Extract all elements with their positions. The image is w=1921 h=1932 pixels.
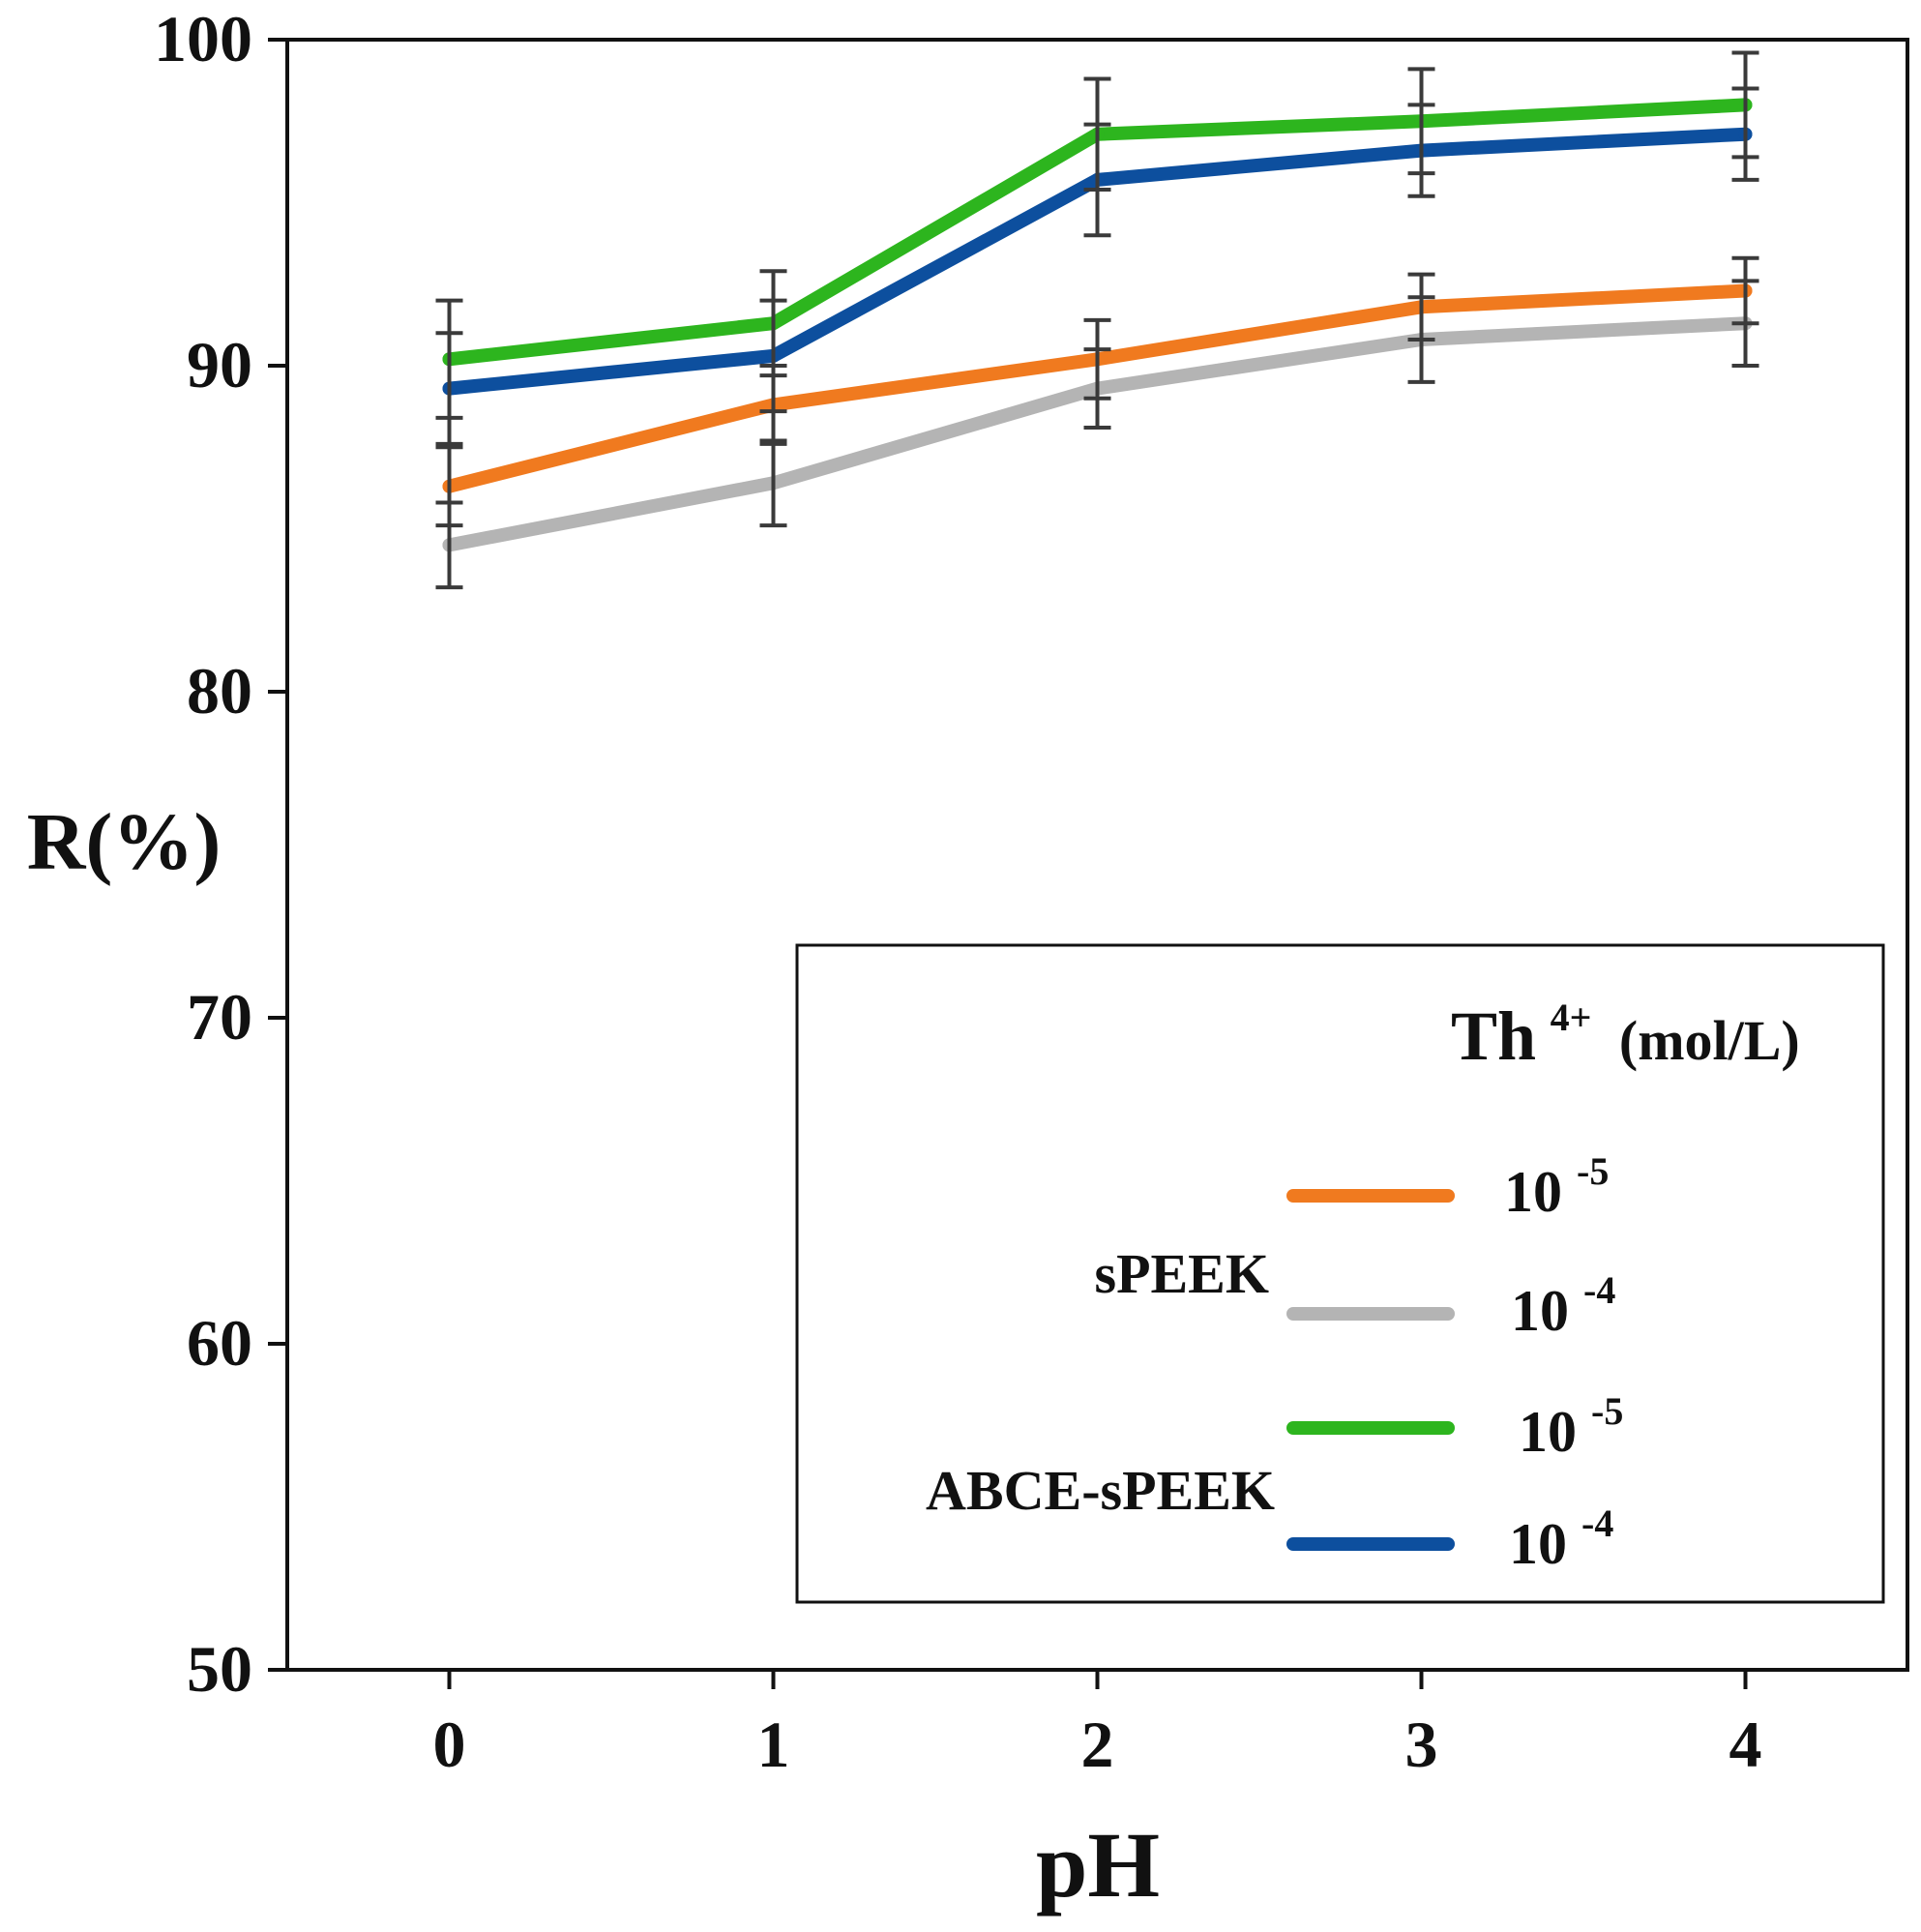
- legend-title: Th 4+ (mol/L): [1451, 980, 1800, 1075]
- y-tick-label-80: 80: [187, 654, 252, 728]
- legend-swatches: [1286, 1189, 1455, 1551]
- y-axis: 50 60 70 80 90 100: [154, 2, 287, 1706]
- legend-frame: [795, 943, 1885, 1604]
- legend-title-superscript: 4+: [1551, 996, 1592, 1039]
- legend-value-2-base: 10: [1519, 1400, 1577, 1464]
- legend-title-element: Th: [1451, 997, 1536, 1075]
- error-bar-s1-p0: [435, 500, 463, 590]
- legend-value-1-base: 10: [1511, 1279, 1569, 1343]
- legend-value-0: 10 -5: [1504, 1149, 1609, 1224]
- legend-value-3-base: 10: [1509, 1512, 1567, 1576]
- legend: Th 4+ (mol/L) sPEEK ABCE-sPEEK 10 -5 10 …: [795, 943, 1885, 1604]
- y-tick-label-50: 50: [187, 1632, 252, 1706]
- x-tick-label-2: 2: [1081, 1708, 1114, 1781]
- y-tick-label-90: 90: [187, 328, 252, 401]
- legend-value-3-exponent: -4: [1581, 1501, 1613, 1545]
- error-bar-s1-p4: [1731, 279, 1759, 368]
- legend-value-0-exponent: -5: [1577, 1149, 1609, 1193]
- y-axis-title: R(%): [27, 797, 222, 887]
- y-tick-label-70: 70: [187, 980, 252, 1054]
- error-bar-s1-p3: [1407, 295, 1435, 384]
- y-tick-label-60: 60: [187, 1306, 252, 1380]
- y-tick-label-100: 100: [154, 2, 252, 75]
- legend-title-unit: (mol/L): [1619, 1009, 1800, 1072]
- error-bar-s1-p2: [1083, 347, 1111, 431]
- x-tick-label-0: 0: [433, 1708, 466, 1781]
- error-bar-s3-p2: [1083, 122, 1111, 238]
- legend-value-2: 10 -5: [1519, 1389, 1623, 1464]
- x-axis: 0 1 2 3 4: [433, 1670, 1762, 1781]
- error-bar-s3-p4: [1731, 86, 1759, 182]
- x-tick-label-4: 4: [1729, 1708, 1762, 1781]
- legend-value-0-base: 10: [1504, 1160, 1562, 1224]
- error-bar-s1-p1: [759, 438, 787, 528]
- x-axis-title: pH: [1036, 1813, 1160, 1917]
- error-bar-s3-p1: [759, 298, 787, 414]
- x-tick-label-1: 1: [757, 1708, 790, 1781]
- legend-value-1: 10 -4: [1511, 1268, 1615, 1343]
- legend-group-label-abce-speek: ABCE-sPEEK: [926, 1459, 1275, 1522]
- x-tick-label-3: 3: [1405, 1708, 1438, 1781]
- legend-value-1-exponent: -4: [1583, 1268, 1615, 1312]
- legend-value-3: 10 -4: [1509, 1501, 1613, 1576]
- legend-value-2-exponent: -5: [1591, 1389, 1623, 1433]
- error-bar-s3-p3: [1407, 103, 1435, 198]
- error-bar-s3-p0: [435, 331, 463, 446]
- error-bar-layer: [435, 50, 1759, 590]
- legend-group-label-speek: sPEEK: [1095, 1242, 1270, 1305]
